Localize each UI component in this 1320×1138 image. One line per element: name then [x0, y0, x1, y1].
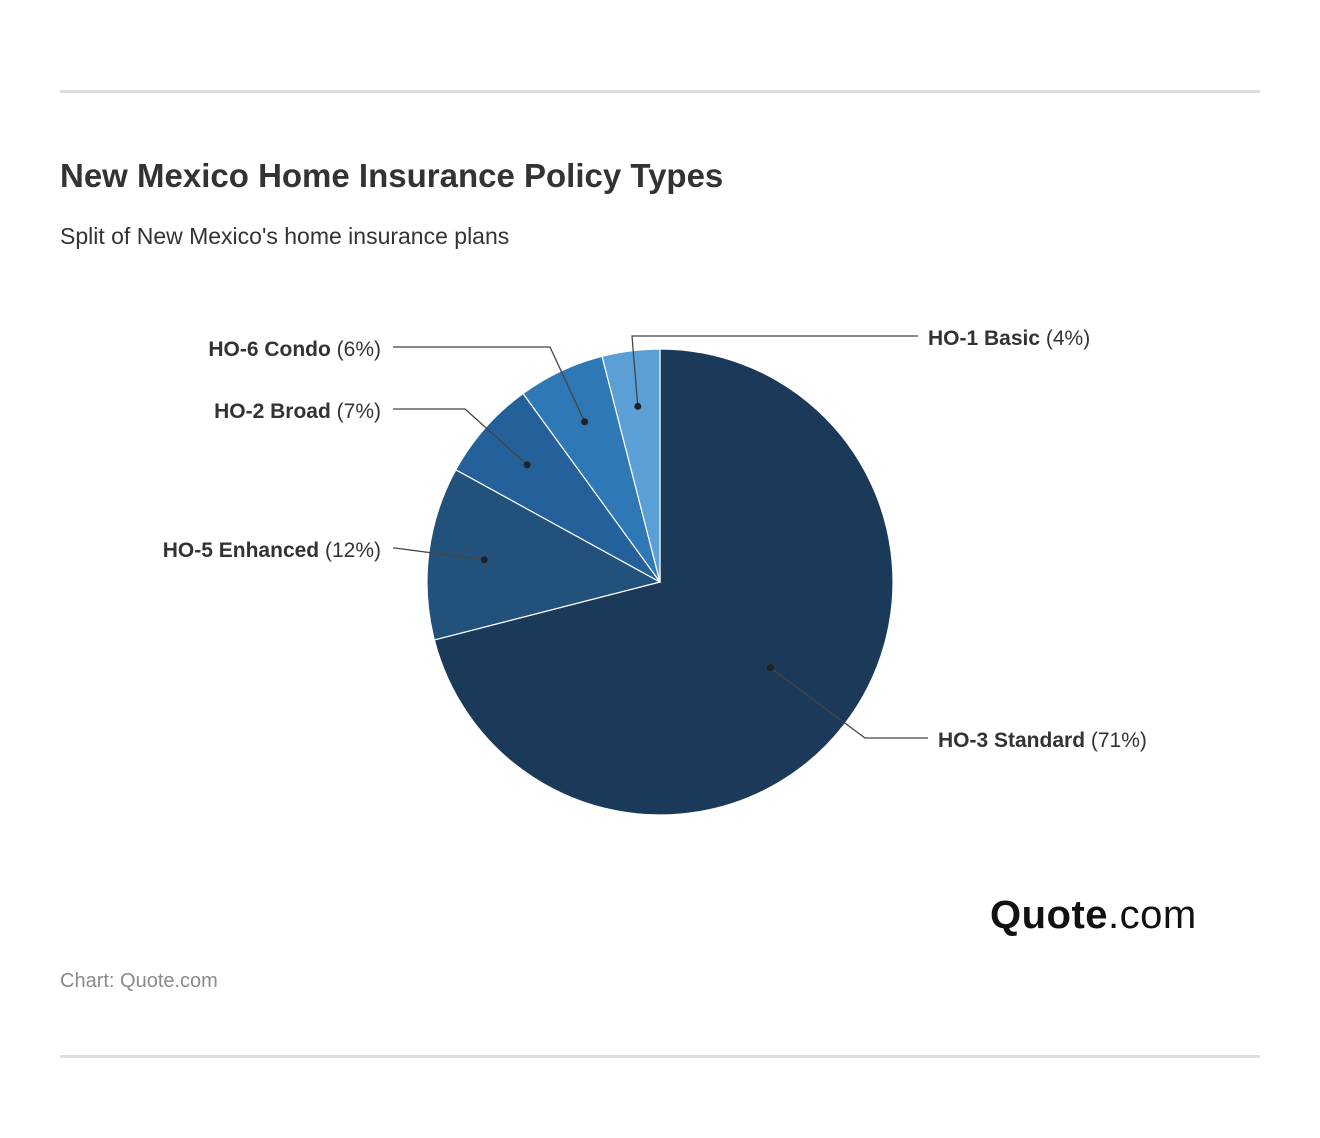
leader-line — [770, 667, 928, 739]
leader-dot — [523, 461, 531, 469]
pie-slice-ho-1-basic — [601, 348, 661, 583]
slice-label: HO-2 Broad (7%) — [214, 400, 381, 423]
logo-main: Quote — [990, 893, 1109, 937]
logo-suffix: .com — [1108, 893, 1197, 937]
slice-label: HO-5 Enhanced (12%) — [163, 539, 381, 562]
leader-line — [393, 346, 586, 423]
slice-label-name: HO-1 Basic — [928, 327, 1040, 350]
top-divider — [60, 90, 1260, 93]
bottom-divider — [60, 1055, 1260, 1058]
slice-label-value: (12%) — [319, 539, 381, 562]
slice-label-value: (4%) — [1040, 327, 1090, 350]
slice-label-name: HO-2 Broad — [214, 400, 331, 423]
slice-label-value: (71%) — [1085, 729, 1147, 752]
slice-label: HO-3 Standard (71%) — [938, 729, 1147, 752]
slice-label: HO-1 Basic (4%) — [928, 327, 1090, 350]
chart-subtitle: Split of New Mexico's home insurance pla… — [60, 223, 510, 249]
leader-line — [393, 408, 528, 466]
leader-line — [393, 547, 485, 561]
slice-label-value: (7%) — [331, 400, 381, 423]
pie-slice-ho-3-standard — [433, 348, 894, 816]
slice-label-name: HO-3 Standard — [938, 729, 1085, 752]
leader-dot — [766, 664, 774, 672]
leader-dot — [634, 402, 642, 410]
slice-label-name: HO-6 Condo — [208, 338, 330, 361]
leader-dot — [480, 556, 488, 564]
leader-line — [631, 335, 918, 407]
slice-labels: HO-3 Standard (71%)HO-5 Enhanced (12%)HO… — [163, 327, 1147, 752]
slice-label-value: (6%) — [331, 338, 381, 361]
slice-label-name: HO-5 Enhanced — [163, 539, 319, 562]
chart-source: Chart: Quote.com — [60, 970, 218, 992]
leader-dot — [581, 418, 589, 426]
pie-slices — [426, 348, 894, 816]
quote-logo: Quote.com — [990, 893, 1197, 938]
chart-title: New Mexico Home Insurance Policy Types — [60, 157, 724, 194]
leader-lines — [393, 335, 928, 739]
slice-label: HO-6 Condo (6%) — [208, 338, 381, 361]
